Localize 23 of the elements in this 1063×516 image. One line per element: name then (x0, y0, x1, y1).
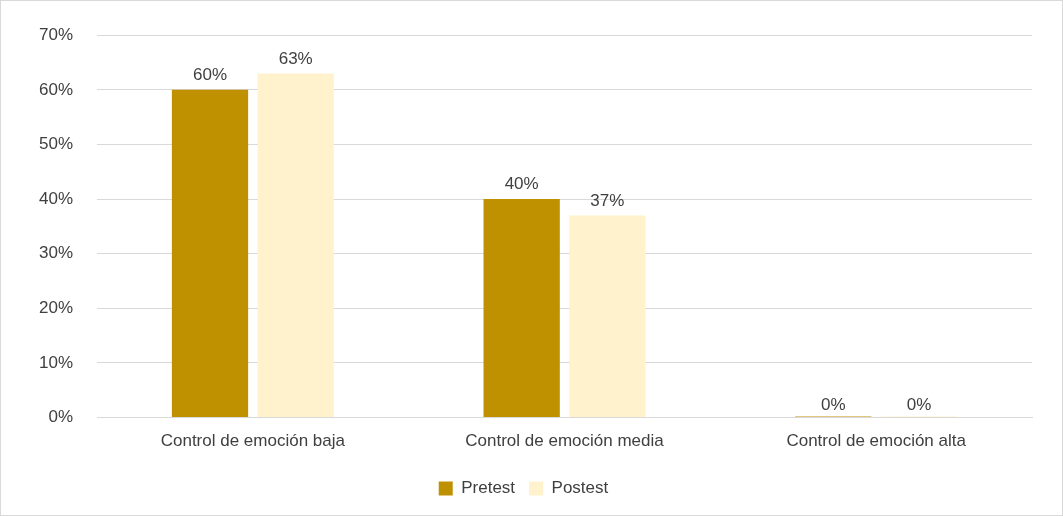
y-tick-label: 70% (38, 24, 74, 44)
y-tick-label: 20% (38, 298, 74, 318)
y-tick-label: 0% (48, 407, 74, 427)
y-tick-label: 10% (38, 352, 74, 372)
legend-label: Postest (551, 478, 609, 498)
bar (569, 215, 646, 418)
x-tick-label: Control de emoción media (465, 431, 665, 451)
data-label: 60% (192, 65, 228, 85)
data-label: 63% (278, 48, 313, 68)
data-label: 40% (504, 174, 539, 194)
bar (483, 199, 560, 418)
data-label: 0% (906, 394, 932, 414)
legend-label: Pretest (461, 478, 516, 498)
y-tick-label: 50% (38, 134, 74, 154)
y-tick-label: 60% (38, 79, 74, 99)
x-tick-label: Control de emoción alta (786, 431, 967, 451)
data-label: 0% (821, 394, 846, 414)
x-tick-label: Control de emoción baja (160, 431, 346, 451)
bar (171, 89, 249, 418)
bar (257, 73, 334, 418)
y-tick-label: 40% (38, 188, 74, 208)
data-label: 37% (590, 190, 625, 210)
y-tick-label: 30% (38, 243, 74, 263)
